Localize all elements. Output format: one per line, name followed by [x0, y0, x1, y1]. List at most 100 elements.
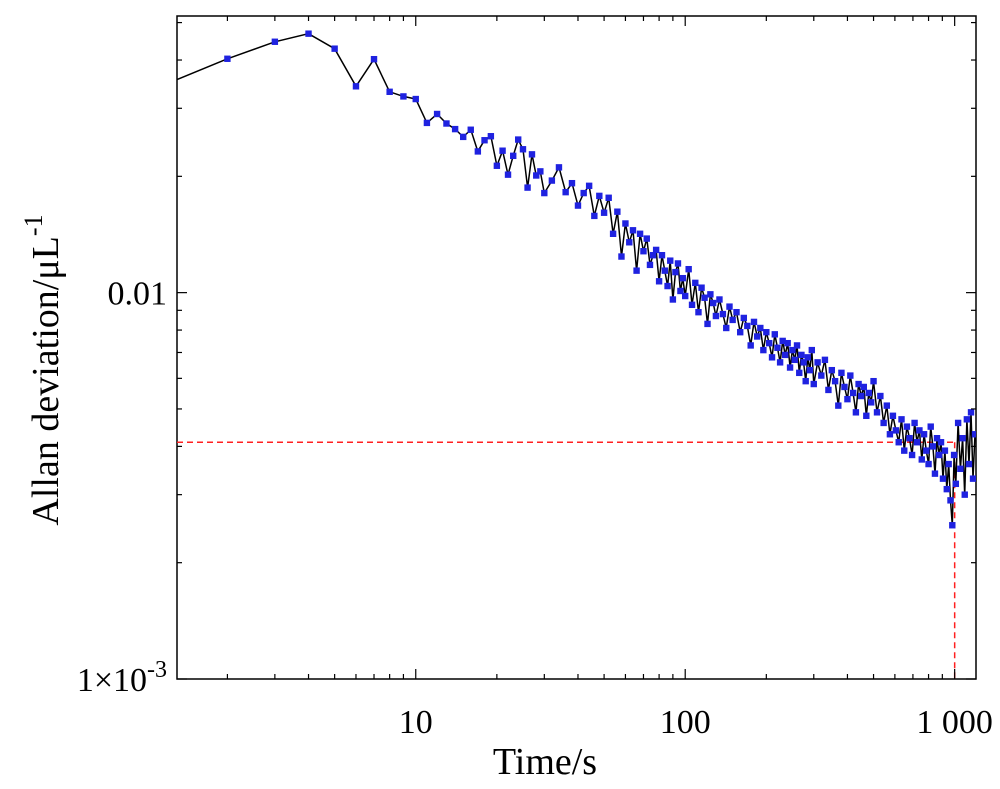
- data-point: [798, 351, 805, 359]
- data-point: [481, 137, 488, 144]
- data-point: [451, 125, 459, 133]
- data-point: [626, 239, 633, 246]
- data-point: [933, 434, 941, 442]
- data-point: [852, 409, 860, 416]
- data-point: [957, 465, 964, 472]
- data-point: [870, 377, 877, 385]
- data-point: [774, 344, 781, 351]
- data-point: [618, 253, 625, 260]
- data-point: [747, 342, 754, 349]
- data-point: [753, 333, 761, 340]
- data-point: [806, 366, 814, 374]
- data-point: [825, 386, 832, 394]
- data-point: [835, 402, 842, 409]
- data-point: [796, 369, 803, 377]
- data-point: [768, 354, 776, 361]
- data-point: [969, 475, 976, 482]
- data-point: [698, 284, 705, 291]
- data-point: [515, 136, 522, 143]
- data-point: [744, 322, 751, 330]
- data-point: [943, 485, 950, 493]
- y-axis-title-exponent: -1: [19, 214, 48, 236]
- reference-lines: [177, 441, 956, 679]
- data-point: [883, 402, 891, 409]
- data-point: [652, 246, 660, 254]
- data-point: [605, 194, 612, 201]
- data-point: [729, 316, 736, 324]
- data-point: [903, 423, 911, 430]
- data-point: [661, 267, 669, 274]
- data-point: [945, 460, 952, 468]
- data-point: [838, 369, 845, 377]
- data-point: [672, 268, 679, 276]
- axis-ticks: [177, 16, 976, 680]
- data-point: [895, 439, 902, 446]
- data-point: [701, 294, 708, 301]
- data-point: [771, 331, 778, 338]
- data-point: [802, 377, 809, 385]
- data-point: [961, 491, 968, 498]
- data-point: [596, 192, 603, 200]
- data-point: [695, 308, 702, 316]
- data-point: [474, 148, 482, 155]
- x-tick-label: 1 000: [916, 704, 993, 741]
- data-point: [574, 202, 582, 209]
- data-point: [949, 522, 956, 529]
- data-point: [967, 409, 975, 416]
- data-point: [831, 377, 839, 385]
- data-point: [923, 447, 930, 454]
- data-point: [814, 359, 821, 366]
- data-point: [704, 320, 711, 328]
- data-point: [906, 434, 913, 442]
- data-point: [929, 443, 937, 450]
- data-point: [636, 230, 644, 237]
- data-point: [664, 282, 671, 290]
- data-point: [499, 147, 506, 154]
- data-point: [460, 133, 467, 141]
- data-point: [784, 339, 791, 347]
- data-point: [828, 366, 836, 374]
- data-point: [591, 212, 598, 220]
- data-point: [858, 392, 865, 400]
- data-point: [692, 279, 699, 287]
- data-point: [707, 291, 714, 298]
- data-point: [849, 389, 857, 397]
- data-point: [889, 412, 897, 419]
- data-point: [763, 328, 770, 336]
- data-point: [712, 312, 720, 320]
- data-point: [927, 423, 934, 430]
- data-point: [757, 324, 764, 332]
- tick-labels: 10 100 1 000 0.01 1×10-3: [77, 276, 993, 741]
- data-point: [622, 220, 629, 227]
- data-point: [892, 427, 900, 434]
- data-point: [886, 431, 894, 438]
- data-point: [737, 328, 744, 336]
- data-point: [487, 133, 495, 140]
- data-point: [682, 292, 689, 300]
- data-point: [963, 416, 971, 423]
- data-point: [913, 439, 921, 446]
- data-point: [667, 257, 674, 264]
- data-point: [873, 409, 881, 416]
- data-point: [726, 303, 733, 310]
- data-point: [971, 431, 976, 438]
- data-point: [510, 152, 517, 160]
- data-point: [781, 351, 789, 359]
- data-point: [305, 30, 312, 37]
- data-point: [959, 434, 966, 442]
- data-point: [908, 451, 916, 459]
- data-point: [952, 480, 960, 488]
- data-point: [847, 372, 854, 379]
- data-point: [467, 126, 474, 133]
- data-point: [614, 208, 621, 215]
- series-line: [177, 32, 976, 526]
- data-series: [177, 30, 976, 529]
- data-point: [493, 162, 501, 169]
- data-point: [800, 359, 807, 366]
- data-point: [528, 151, 536, 158]
- data-point: [633, 267, 640, 274]
- data-point: [901, 447, 908, 454]
- x-axis-title: Time/s: [493, 741, 597, 783]
- data-point: [920, 431, 928, 438]
- data-point: [669, 296, 677, 303]
